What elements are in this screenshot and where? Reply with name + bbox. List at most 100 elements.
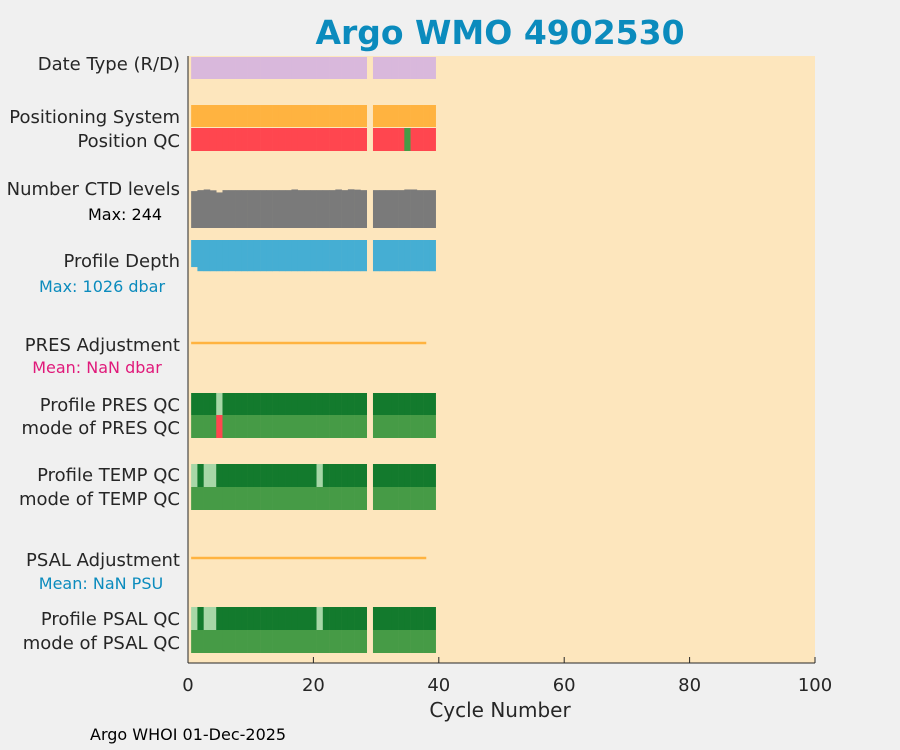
cell-date-type-r-d-35 [404, 57, 411, 79]
cell-profile-pres-qc-2 [197, 393, 204, 415]
cell-mode-of-pres-qc-23 [329, 415, 336, 438]
cell-profile-psal-qc-35 [404, 607, 411, 630]
cell-profile-psal-qc-28 [360, 607, 367, 630]
cell-mode-of-psal-qc-4 [209, 630, 217, 653]
cell-positioning-system-34 [398, 105, 405, 127]
cell-date-type-r-d-17 [291, 57, 299, 79]
cell-position-qc-16 [285, 128, 292, 151]
cell-number-ctd-levels-30 [372, 190, 380, 228]
cell-date-type-r-d-18 [297, 57, 305, 79]
cell-mode-of-psal-qc-15 [278, 630, 286, 653]
cell-date-type-r-d-31 [379, 57, 386, 79]
cell-number-ctd-levels-2 [197, 190, 204, 228]
footer-credit: Argo WHOI 01-Dec-2025 [90, 725, 287, 744]
cell-profile-temp-qc-11 [253, 464, 261, 487]
x-tick-label-60: 60 [553, 675, 576, 696]
row-labels: Date Type (R/D) Positioning System Positio… [7, 54, 180, 654]
cell-mode-of-pres-qc-15 [278, 415, 286, 438]
cell-date-type-r-d-34 [398, 57, 405, 79]
cell-profile-pres-qc-24 [335, 393, 342, 415]
row-label-mode-of-psal-qc: mode of PSAL QC [23, 633, 180, 654]
cell-number-ctd-levels-17 [291, 189, 299, 228]
cell-mode-of-pres-qc-9 [241, 415, 248, 438]
cell-date-type-r-d-2 [197, 57, 204, 79]
cell-date-type-r-d-21 [316, 57, 324, 79]
cell-mode-of-psal-qc-16 [285, 630, 292, 653]
cell-position-qc-24 [335, 128, 342, 151]
cell-date-type-r-d-14 [272, 57, 280, 79]
cell-position-qc-17 [291, 128, 299, 151]
cell-number-ctd-levels-13 [266, 190, 273, 228]
cell-mode-of-pres-qc-18 [297, 415, 305, 438]
cell-profile-pres-qc-9 [241, 393, 248, 415]
cell-profile-depth-36 [410, 240, 418, 272]
cell-position-qc-31 [379, 128, 386, 151]
cell-profile-temp-qc-1 [191, 464, 198, 487]
cell-profile-psal-qc-12 [260, 607, 267, 630]
cell-profile-temp-qc-9 [241, 464, 248, 487]
cell-profile-temp-qc-12 [260, 464, 267, 487]
cell-profile-psal-qc-27 [354, 607, 361, 630]
cell-profile-psal-qc-37 [416, 607, 424, 630]
cell-profile-temp-qc-13 [266, 464, 273, 487]
cell-mode-of-psal-qc-23 [329, 630, 336, 653]
cell-profile-temp-qc-22 [322, 464, 330, 487]
cell-number-ctd-levels-27 [354, 189, 361, 228]
cell-number-ctd-levels-4 [209, 190, 217, 228]
row-label-date-type-r-d: Date Type (R/D) [38, 54, 180, 75]
cell-number-ctd-levels-5 [216, 192, 223, 228]
cell-number-ctd-levels-10 [247, 190, 255, 228]
cell-number-ctd-levels-32 [385, 190, 393, 228]
cell-number-ctd-levels-38 [423, 190, 430, 228]
cell-mode-of-pres-qc-12 [260, 415, 267, 438]
cell-profile-pres-qc-15 [278, 393, 286, 415]
row-label-position-qc: Position QC [77, 131, 180, 152]
cell-date-type-r-d-10 [247, 57, 255, 79]
cell-mode-of-pres-qc-25 [341, 415, 349, 438]
cell-date-type-r-d-3 [203, 57, 211, 79]
cell-mode-of-temp-qc-2 [197, 487, 204, 510]
cell-mode-of-psal-qc-36 [410, 630, 418, 653]
cell-position-qc-34 [398, 128, 405, 151]
cell-profile-pres-qc-7 [228, 393, 236, 415]
cell-mode-of-pres-qc-24 [335, 415, 342, 438]
cell-positioning-system-20 [310, 105, 317, 127]
cell-mode-of-psal-qc-30 [372, 630, 380, 653]
cell-positioning-system-26 [347, 105, 355, 127]
cell-positioning-system-6 [222, 105, 230, 127]
cell-profile-depth-21 [316, 240, 324, 272]
cell-profile-depth-30 [372, 240, 380, 272]
cell-mode-of-psal-qc-9 [241, 630, 248, 653]
cell-profile-pres-qc-18 [297, 393, 305, 415]
row-label-number-ctd-levels: Number CTD levels [7, 179, 180, 200]
cell-positioning-system-23 [329, 105, 336, 127]
cell-profile-pres-qc-12 [260, 393, 267, 415]
cell-mode-of-pres-qc-5 [216, 415, 223, 438]
cell-date-type-r-d-19 [304, 57, 311, 79]
cell-profile-depth-28 [360, 240, 367, 272]
cell-positioning-system-10 [247, 105, 255, 127]
cell-profile-depth-24 [335, 240, 342, 272]
cell-profile-depth-18 [297, 240, 305, 272]
cell-mode-of-pres-qc-20 [310, 415, 317, 438]
cell-mode-of-temp-qc-3 [203, 487, 211, 510]
cell-profile-temp-qc-17 [291, 464, 299, 487]
cell-mode-of-pres-qc-7 [228, 415, 236, 438]
row-label-pres-adjustment: PRES Adjustment [25, 335, 180, 356]
row-note-profile-depth: Max: 1026 dbar [39, 277, 165, 296]
cell-positioning-system-8 [235, 105, 242, 127]
cell-mode-of-temp-qc-31 [379, 487, 386, 510]
cell-mode-of-psal-qc-14 [272, 630, 280, 653]
cell-mode-of-psal-qc-38 [423, 630, 430, 653]
cell-mode-of-pres-qc-37 [416, 415, 424, 438]
cell-number-ctd-levels-23 [329, 190, 336, 228]
cell-mode-of-pres-qc-30 [372, 415, 380, 438]
cell-mode-of-psal-qc-26 [347, 630, 355, 653]
cell-mode-of-psal-qc-6 [222, 630, 230, 653]
cell-date-type-r-d-15 [278, 57, 286, 79]
cell-profile-psal-qc-19 [304, 607, 311, 630]
cell-mode-of-temp-qc-19 [304, 487, 311, 510]
cell-date-type-r-d-36 [410, 57, 418, 79]
cell-mode-of-psal-qc-35 [404, 630, 411, 653]
